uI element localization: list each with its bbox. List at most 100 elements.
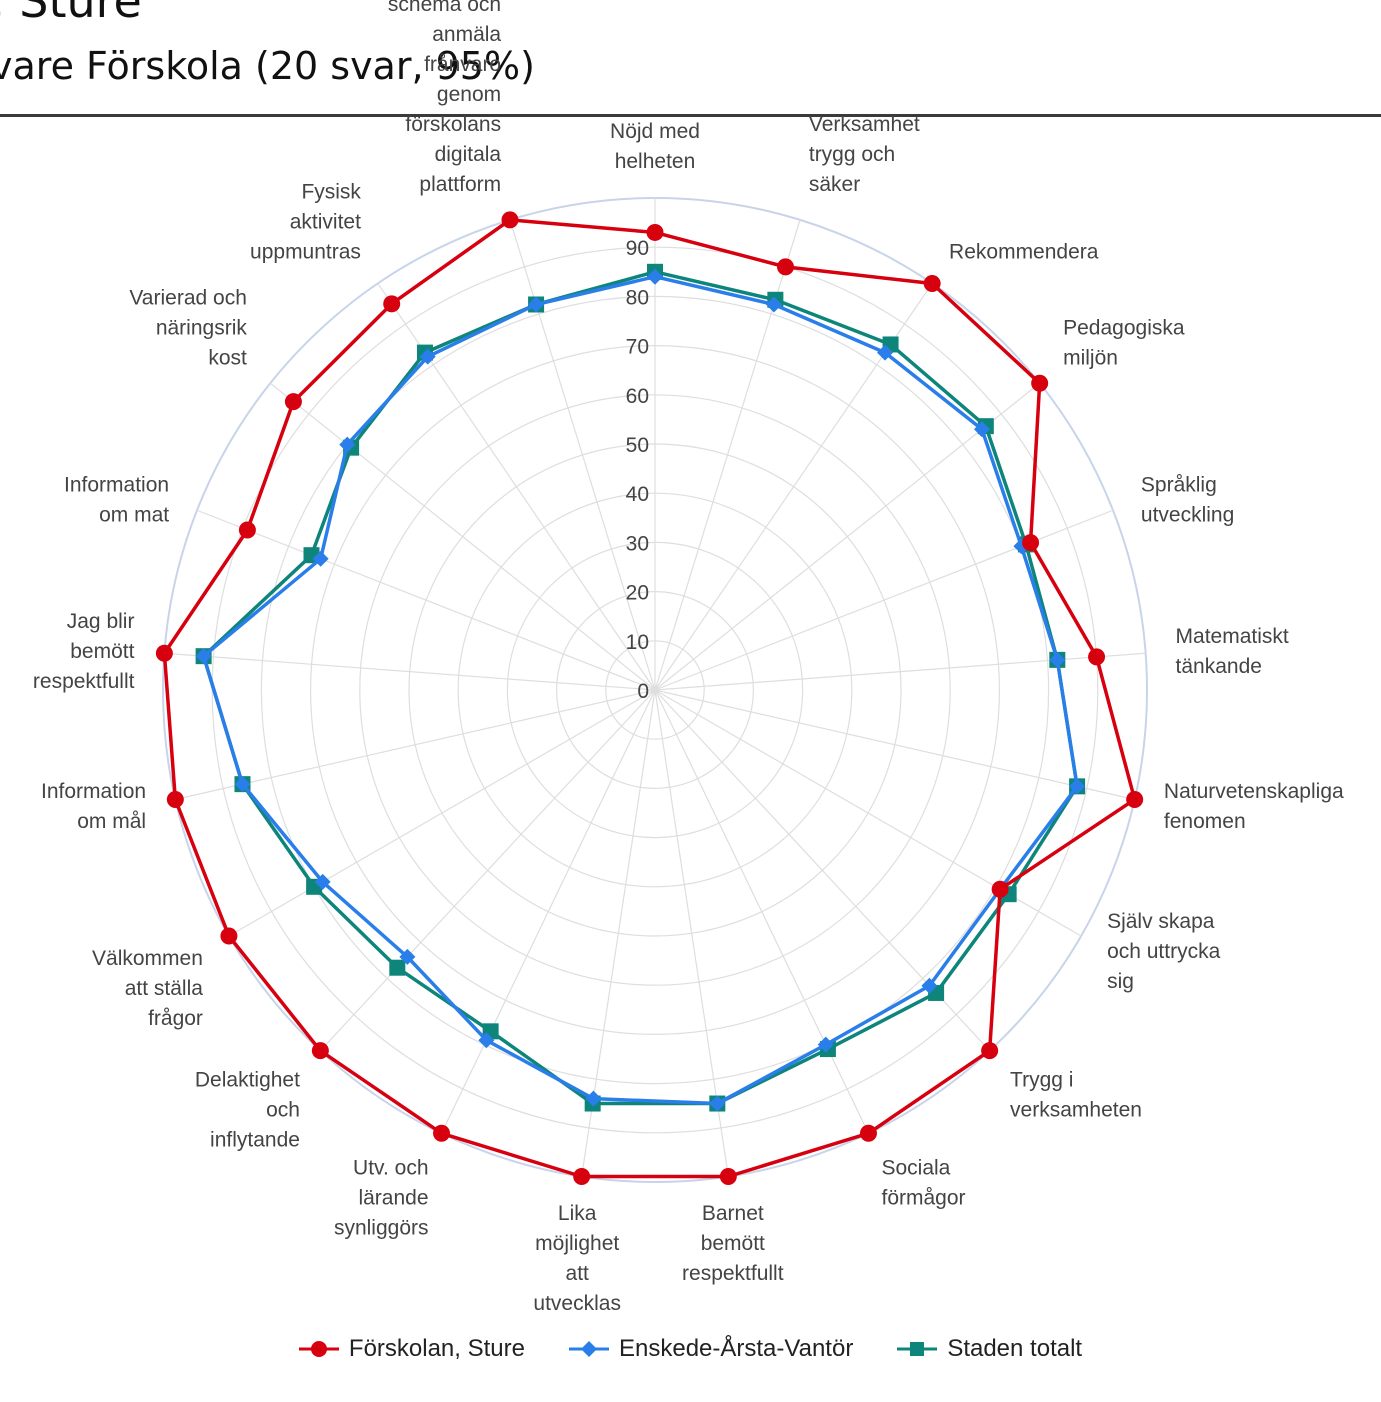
data-point-diamond	[314, 873, 331, 890]
tick-label: 20	[626, 582, 649, 605]
category-label: Fysisk aktivitet uppmuntras	[250, 181, 361, 264]
data-point-circle	[501, 211, 519, 229]
grid-spoke	[654, 382, 1041, 691]
grid-spoke	[654, 652, 1146, 691]
category-label: Sociala förmågor	[881, 1156, 965, 1209]
category-label: Jag kännertill att jagkanregistreramitt …	[388, 0, 502, 196]
category-label: Rekommendera	[949, 241, 1099, 264]
grid-spoke	[654, 689, 1082, 937]
data-point-diamond	[877, 344, 894, 361]
category-label: Verksamhet trygg och säker	[809, 113, 920, 196]
data-point-circle	[220, 927, 238, 945]
data-point-circle	[719, 1168, 737, 1186]
data-point-circle	[777, 258, 795, 276]
data-point-circle	[1022, 534, 1040, 552]
tick-label: 40	[626, 483, 649, 506]
grid-spoke	[377, 283, 656, 691]
legend-label: Staden totalt	[947, 1335, 1083, 1362]
tick-label: 10	[626, 631, 649, 654]
data-point-diamond	[312, 550, 329, 567]
category-label: Välkommen att ställa frågor	[92, 947, 203, 1030]
category-label: Varierad och näringsrik kost	[129, 287, 247, 370]
category-label: Utv. och lärande synliggörs	[334, 1156, 429, 1239]
data-point-circle	[166, 790, 184, 808]
grid-spoke	[269, 382, 656, 691]
data-point-circle	[646, 223, 664, 241]
series-line	[201, 274, 1079, 1106]
grid-spoke	[164, 652, 656, 691]
data-point-diamond	[973, 421, 990, 438]
series-line	[201, 270, 1079, 1106]
data-point-diamond	[817, 1036, 834, 1053]
legend-item-series-2[interactable]: Enskede-Årsta-Vantör	[568, 1335, 854, 1363]
data-point-circle	[155, 644, 173, 662]
data-point-diamond	[709, 1095, 726, 1112]
data-point-circle	[981, 1042, 999, 1060]
grid-spoke	[654, 689, 729, 1177]
tick-label: 0	[637, 680, 649, 703]
data-point-diamond	[1069, 778, 1086, 795]
data-point-circle	[311, 1042, 329, 1060]
grid-spoke	[654, 689, 1135, 801]
page-title: , Sture	[0, 0, 142, 28]
legend-marker-circle-icon	[298, 1341, 339, 1357]
grid-spoke	[440, 689, 656, 1134]
data-point-diamond	[1013, 538, 1030, 555]
data-point-diamond	[339, 436, 356, 453]
data-point-diamond	[1049, 651, 1066, 668]
radial-tick-labels: 0 10 20 30 40 50 60 70 80 90	[626, 237, 649, 703]
page-header: , Sture vare Förskola (20 svar, 95%)	[0, 0, 1381, 122]
data-point-circle	[991, 880, 1009, 898]
category-label: Information om mål	[41, 780, 146, 833]
category-label: Språklig utveckling	[1141, 473, 1234, 526]
series-line	[162, 218, 1137, 1179]
legend-label: Enskede-Årsta-Vantör	[618, 1335, 854, 1362]
grid-spoke	[654, 689, 870, 1134]
legend-item-series-1[interactable]: Förskolan, Sture	[298, 1335, 525, 1363]
data-point-diamond	[765, 296, 782, 313]
category-label: Information om mat	[64, 473, 169, 526]
grid-spoke	[654, 509, 1114, 691]
data-point-circle	[238, 521, 256, 539]
legend-marker-diamond-icon	[568, 1341, 609, 1357]
category-label: Barnet bemött respektfullt	[682, 1202, 784, 1285]
category-label: Naturvetenskapliga fenomen	[1164, 780, 1344, 833]
data-point-diamond	[195, 648, 212, 665]
series-1	[155, 211, 1144, 1186]
data-point-diamond	[419, 348, 436, 365]
category-label: Lika möjlighet att utvecklas	[533, 1202, 621, 1315]
category-label: Själv skapa och uttrycka sig	[1107, 910, 1221, 993]
data-point-circle	[433, 1124, 451, 1142]
grid-spoke	[175, 689, 656, 801]
grid-spoke	[319, 689, 656, 1052]
data-point-diamond	[399, 948, 416, 965]
category-label: Trygg i verksamheten	[1010, 1069, 1142, 1122]
legend-marker-square-icon	[897, 1342, 938, 1356]
tick-label: 60	[626, 385, 649, 408]
data-point-circle	[859, 1124, 877, 1142]
data-point-diamond	[921, 977, 938, 994]
series-2	[195, 268, 1086, 1112]
category-labels: Nöjd med helheten Verksamhet trygg och säker…	[33, 0, 1344, 1315]
category-label: Jag blir bemött respektfullt	[33, 610, 135, 693]
grid-spoke	[228, 689, 656, 937]
data-point-diamond	[478, 1032, 495, 1049]
data-point-diamond	[528, 296, 545, 313]
data-point-diamond	[234, 776, 251, 793]
page-subtitle: vare Förskola (20 svar, 95%)	[0, 44, 535, 88]
data-point-circle	[923, 274, 941, 292]
data-point-circle	[1126, 790, 1144, 808]
tick-label: 90	[626, 237, 649, 260]
tick-label: 80	[626, 286, 649, 309]
header-divider	[0, 114, 1381, 117]
tick-label: 70	[626, 336, 649, 359]
tick-label: 50	[626, 434, 649, 457]
grid-spoke	[196, 509, 656, 691]
data-point-diamond	[585, 1090, 602, 1107]
data-point-circle	[284, 393, 302, 411]
chart-legend: Förskolan, Sture Enskede-Årsta-Vantör St…	[0, 1335, 1381, 1363]
category-label: Matematiskt tänkande	[1176, 625, 1289, 678]
legend-item-series-3[interactable]: Staden totalt	[897, 1335, 1082, 1363]
tick-label: 30	[626, 532, 649, 555]
